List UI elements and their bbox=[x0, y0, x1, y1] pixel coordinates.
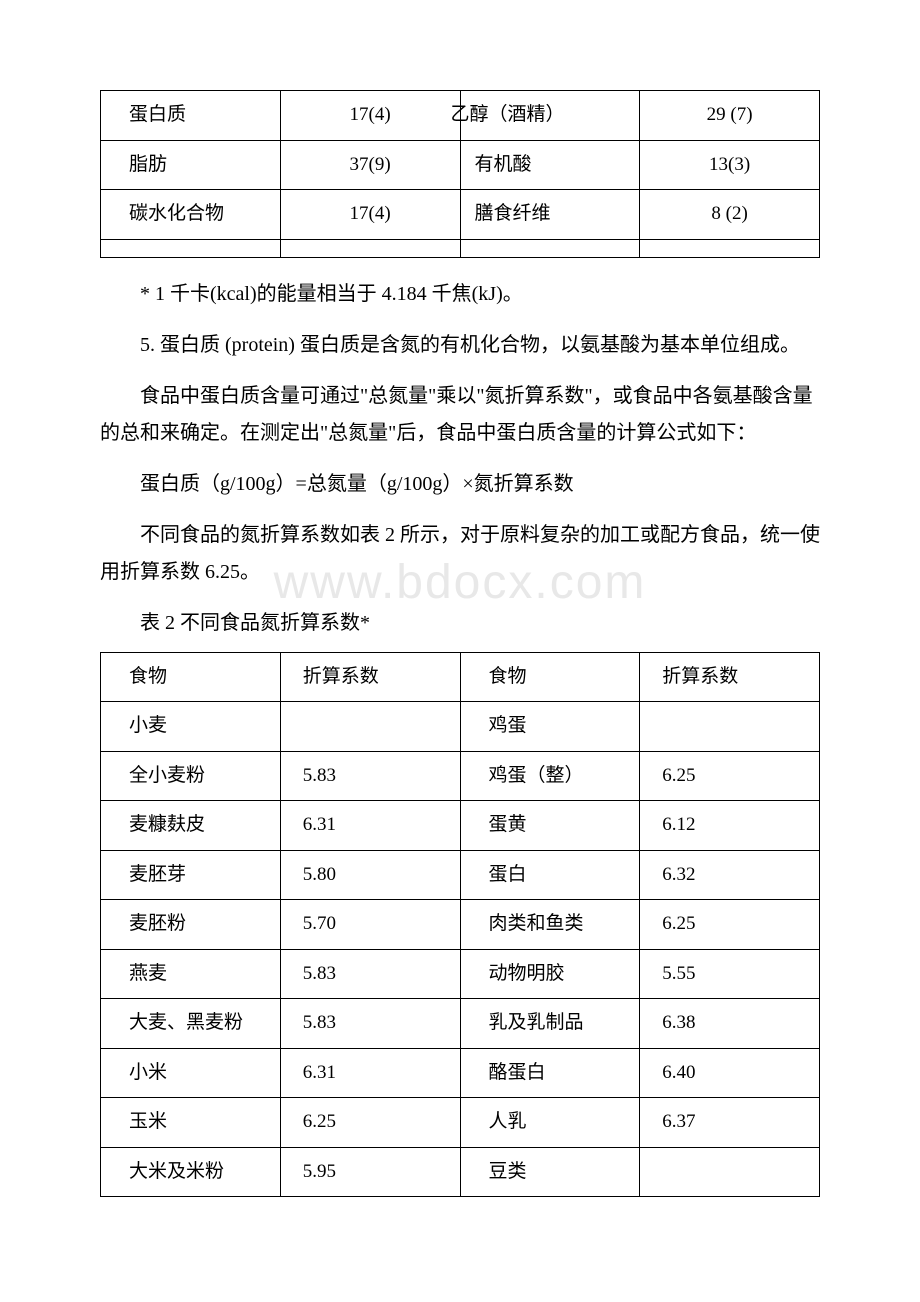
cell: 豆类 bbox=[460, 1147, 640, 1197]
cell: 有机酸 bbox=[460, 140, 640, 190]
cell: 动物明胶 bbox=[460, 949, 640, 999]
cell: 麦胚芽 bbox=[101, 850, 281, 900]
cell: 燕麦 bbox=[101, 949, 281, 999]
cell: 乙醇（酒精） bbox=[460, 91, 640, 141]
table-row: 大麦、黑麦粉 5.83 乳及乳制品 6.38 bbox=[101, 999, 820, 1049]
cell: 29 (7) bbox=[640, 91, 820, 141]
cell bbox=[280, 239, 460, 257]
cell: 5.55 bbox=[640, 949, 820, 999]
table-row: 小麦 鸡蛋 bbox=[101, 702, 820, 752]
cell bbox=[101, 239, 281, 257]
cell: 膳食纤维 bbox=[460, 190, 640, 240]
cell: 6.32 bbox=[640, 850, 820, 900]
cell: 鸡蛋 bbox=[460, 702, 640, 752]
paragraph-definition: 5. 蛋白质 (protein) 蛋白质是含氮的有机化合物，以氨基酸为基本单位组… bbox=[100, 327, 820, 364]
cell: 蛋白质 bbox=[101, 91, 281, 141]
table-row: 燕麦 5.83 动物明胶 5.55 bbox=[101, 949, 820, 999]
table-header-row: 食物 折算系数 食物 折算系数 bbox=[101, 652, 820, 702]
cell bbox=[640, 239, 820, 257]
cell: 蛋黄 bbox=[460, 801, 640, 851]
cell: 6.37 bbox=[640, 1098, 820, 1148]
cell: 大米及米粉 bbox=[101, 1147, 281, 1197]
cell: 17(4) bbox=[280, 91, 460, 141]
header-cell: 折算系数 bbox=[640, 652, 820, 702]
cell: 小米 bbox=[101, 1048, 281, 1098]
cell: 37(9) bbox=[280, 140, 460, 190]
energy-table: 蛋白质 17(4) 乙醇（酒精） 29 (7) 脂肪 37(9) 有机酸 13(… bbox=[100, 90, 820, 258]
cell: 17(4) bbox=[280, 190, 460, 240]
cell: 5.83 bbox=[280, 751, 460, 801]
header-cell: 食物 bbox=[460, 652, 640, 702]
cell: 乳及乳制品 bbox=[460, 999, 640, 1049]
cell: 麦糠麸皮 bbox=[101, 801, 281, 851]
nitrogen-factor-table: 食物 折算系数 食物 折算系数 小麦 鸡蛋 全小麦粉 5.83 鸡蛋（整） 6.… bbox=[100, 652, 820, 1198]
cell: 6.25 bbox=[640, 900, 820, 950]
cell: 5.95 bbox=[280, 1147, 460, 1197]
cell bbox=[640, 1147, 820, 1197]
table2-caption: 表 2 不同食品氮折算系数* bbox=[100, 605, 820, 642]
cell: 5.83 bbox=[280, 949, 460, 999]
cell: 大麦、黑麦粉 bbox=[101, 999, 281, 1049]
cell: 13(3) bbox=[640, 140, 820, 190]
table-row: 大米及米粉 5.95 豆类 bbox=[101, 1147, 820, 1197]
table-row: 玉米 6.25 人乳 6.37 bbox=[101, 1098, 820, 1148]
table-row: 脂肪 37(9) 有机酸 13(3) bbox=[101, 140, 820, 190]
cell: 碳水化合物 bbox=[101, 190, 281, 240]
table-row: 蛋白质 17(4) 乙醇（酒精） 29 (7) bbox=[101, 91, 820, 141]
cell: 鸡蛋（整） bbox=[460, 751, 640, 801]
cell: 8 (2) bbox=[640, 190, 820, 240]
paragraph-reference: 不同食品的氮折算系数如表 2 所示，对于原料复杂的加工或配方食品，统一使用折算系… bbox=[100, 517, 820, 591]
cell: 6.25 bbox=[640, 751, 820, 801]
table-row: 小米 6.31 酪蛋白 6.40 bbox=[101, 1048, 820, 1098]
table-row bbox=[101, 239, 820, 257]
cell: 5.83 bbox=[280, 999, 460, 1049]
table-row: 全小麦粉 5.83 鸡蛋（整） 6.25 bbox=[101, 751, 820, 801]
cell: 全小麦粉 bbox=[101, 751, 281, 801]
cell: 6.31 bbox=[280, 801, 460, 851]
cell: 酪蛋白 bbox=[460, 1048, 640, 1098]
paragraph-formula: 蛋白质（g/100g）=总氮量（g/100g）×氮折算系数 bbox=[100, 466, 820, 503]
cell: 玉米 bbox=[101, 1098, 281, 1148]
cell: 6.38 bbox=[640, 999, 820, 1049]
document-content: 蛋白质 17(4) 乙醇（酒精） 29 (7) 脂肪 37(9) 有机酸 13(… bbox=[100, 90, 820, 1197]
cell: 小麦 bbox=[101, 702, 281, 752]
paragraph-note: * 1 千卡(kcal)的能量相当于 4.184 千焦(kJ)。 bbox=[100, 276, 820, 313]
cell: 6.31 bbox=[280, 1048, 460, 1098]
cell: 肉类和鱼类 bbox=[460, 900, 640, 950]
cell bbox=[280, 702, 460, 752]
cell: 麦胚粉 bbox=[101, 900, 281, 950]
cell bbox=[640, 702, 820, 752]
paragraph-explain: 食品中蛋白质含量可通过"总氮量"乘以"氮折算系数"，或食品中各氨基酸含量的总和来… bbox=[100, 378, 820, 452]
cell: 5.70 bbox=[280, 900, 460, 950]
cell: 6.25 bbox=[280, 1098, 460, 1148]
table-row: 麦胚芽 5.80 蛋白 6.32 bbox=[101, 850, 820, 900]
cell: 人乳 bbox=[460, 1098, 640, 1148]
cell bbox=[460, 239, 640, 257]
cell: 6.12 bbox=[640, 801, 820, 851]
header-cell: 食物 bbox=[101, 652, 281, 702]
table-row: 麦糠麸皮 6.31 蛋黄 6.12 bbox=[101, 801, 820, 851]
cell: 蛋白 bbox=[460, 850, 640, 900]
cell: 6.40 bbox=[640, 1048, 820, 1098]
cell: 脂肪 bbox=[101, 140, 281, 190]
table-row: 麦胚粉 5.70 肉类和鱼类 6.25 bbox=[101, 900, 820, 950]
table-row: 碳水化合物 17(4) 膳食纤维 8 (2) bbox=[101, 190, 820, 240]
cell: 5.80 bbox=[280, 850, 460, 900]
header-cell: 折算系数 bbox=[280, 652, 460, 702]
